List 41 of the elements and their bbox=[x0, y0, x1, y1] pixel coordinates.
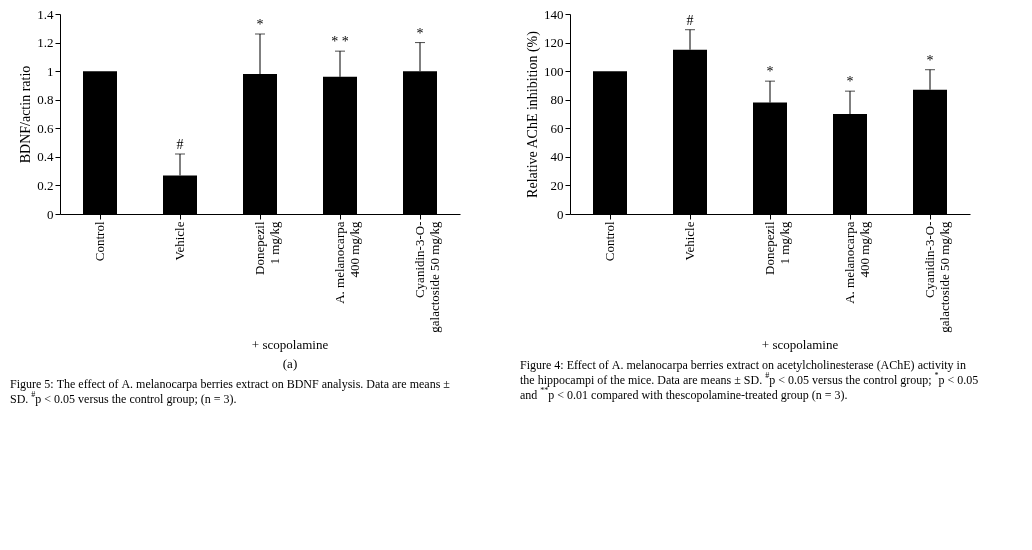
y-axis-title: BDNF/actin ratio bbox=[18, 65, 34, 164]
text: (a) bbox=[282, 356, 298, 371]
annotation: * bbox=[256, 17, 264, 32]
x-tick-label: Cyanidin-3-O- galactoside 50 mg/kg bbox=[922, 221, 952, 333]
x-tick-label: Control bbox=[602, 221, 617, 262]
y-tick-label: 40 bbox=[550, 149, 564, 165]
text: + scopolamine bbox=[251, 337, 329, 352]
annotation: # bbox=[686, 12, 694, 28]
text: + scopolamine bbox=[761, 337, 839, 352]
y-tick-label: 1.4 bbox=[37, 6, 54, 22]
annotation: * bbox=[926, 52, 934, 68]
y-tick-label: 100 bbox=[544, 63, 564, 79]
y-tick-label: 20 bbox=[550, 177, 564, 193]
x-tick-label: Donepezil 1 mg/kg bbox=[762, 221, 792, 275]
y-tick-label: 60 bbox=[550, 120, 564, 136]
text: Figure 5: The effect of A. melanocarpa berries extract on BDNF analysis. Data are means ± SD. #p < 0.05 versus the control group; (n = 3). bbox=[10, 377, 450, 406]
annotation: # bbox=[176, 137, 184, 152]
x-tick-label: Control bbox=[92, 221, 107, 262]
x-tick-label: A. melanocarpa 400 mg/kg bbox=[332, 221, 362, 304]
y-axis-title: Relative AChE inhibition (%) bbox=[525, 30, 541, 198]
x-tick-label: A. melanocarpa 400 mg/kg bbox=[842, 221, 872, 304]
y-tick-label: 140 bbox=[544, 6, 564, 22]
text: Figure 4: Effect of A. melanocarpa berries extract on acetylcholinesterase (AChE) activity in the hippocampi of the mice. Data are means ± SD. #p < 0.05 versus the control group; *p < 0.05 and **p < 0.01 compared with thescopolamine-treated group (n = 3). bbox=[520, 358, 979, 402]
annotation: * bbox=[416, 25, 424, 41]
y-tick-label: 0.8 bbox=[37, 92, 54, 108]
y-tick-label: 0 bbox=[557, 206, 564, 222]
y-tick-label: 0.4 bbox=[37, 149, 54, 165]
annotation: * bbox=[846, 74, 854, 90]
y-tick-label: 0.6 bbox=[37, 120, 54, 136]
x-tick-label: Cyanidin-3-O- galactoside 50 mg/kg bbox=[412, 221, 442, 333]
y-tick-label: 0.2 bbox=[37, 177, 54, 193]
annotation: * * bbox=[331, 34, 349, 50]
x-tick-label: Vehicle bbox=[172, 221, 187, 261]
x-tick-label: Vehicle bbox=[682, 221, 697, 261]
y-tick-label: 1 bbox=[47, 63, 54, 79]
y-tick-label: 0 bbox=[47, 206, 54, 222]
y-tick-label: 120 bbox=[544, 35, 564, 51]
x-tick-label: Donepezil 1 mg/kg bbox=[252, 221, 282, 275]
y-tick-label: 80 bbox=[550, 92, 564, 108]
y-tick-label: 1.2 bbox=[37, 35, 54, 51]
annotation: * bbox=[766, 64, 774, 80]
